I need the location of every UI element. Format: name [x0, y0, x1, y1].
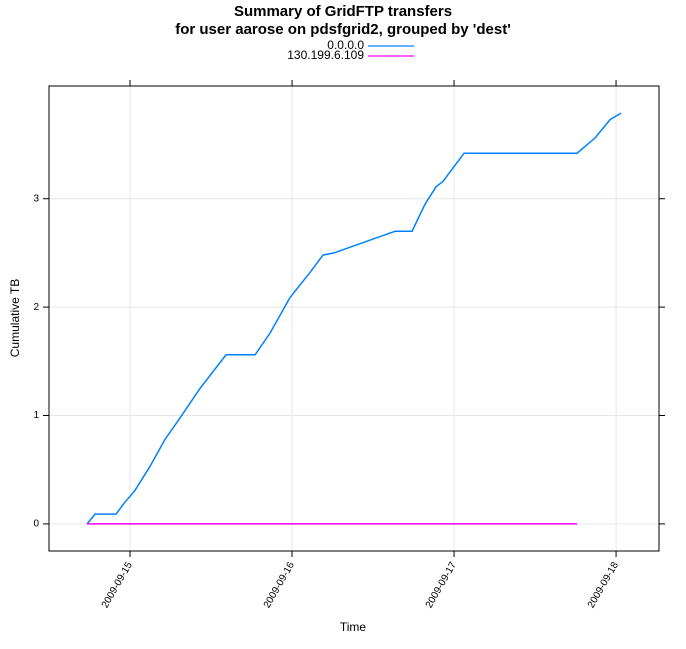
series-line: [86, 112, 622, 525]
y-tick-label: 1: [33, 410, 39, 421]
legend-label: 0.0.0.0: [327, 38, 364, 52]
legend-label: 130.199.6.109: [287, 48, 364, 62]
y-axis-label: Cumulative TB: [8, 279, 22, 357]
x-tick-label: 2009-09-16: [262, 560, 297, 610]
y-tick-label: 2: [33, 302, 39, 313]
plot-frame: [48, 85, 660, 552]
x-tick-label: 2009-09-17: [424, 560, 459, 610]
chart-title: for user aarose on pdsfgrid2, grouped by…: [175, 21, 511, 38]
x-axis-label: Time: [340, 620, 367, 634]
x-tick-label: 2009-09-18: [586, 560, 621, 610]
y-tick-label: 0: [33, 519, 39, 530]
y-tick-label: 3: [33, 193, 39, 204]
x-tick-label: 2009-09-15: [100, 560, 135, 610]
chart-title: Summary of GridFTP transfers: [234, 3, 452, 20]
